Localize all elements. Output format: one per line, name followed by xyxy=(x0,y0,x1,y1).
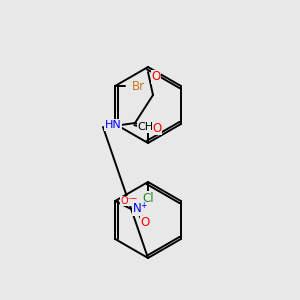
Text: O: O xyxy=(152,70,160,83)
Text: HN: HN xyxy=(105,120,122,130)
Text: +: + xyxy=(140,202,146,211)
Text: −: − xyxy=(130,194,136,203)
Text: O⁻: O⁻ xyxy=(121,196,134,206)
Text: O: O xyxy=(140,217,150,230)
Text: O: O xyxy=(152,122,162,134)
Text: CH₃: CH₃ xyxy=(138,122,158,132)
Text: N: N xyxy=(133,202,142,215)
Text: Cl: Cl xyxy=(142,191,154,205)
Text: Br: Br xyxy=(132,80,145,92)
